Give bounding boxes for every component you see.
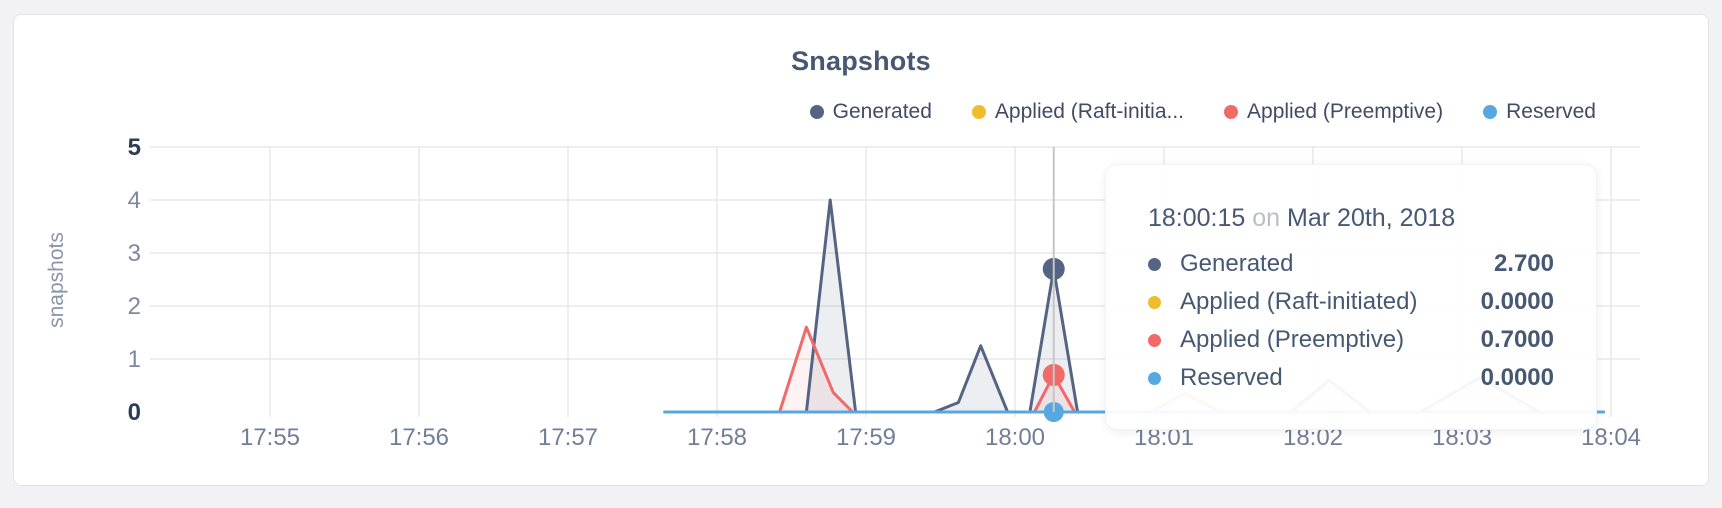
legend-dot bbox=[1483, 105, 1498, 119]
tooltip-date: Mar 20th, 2018 bbox=[1287, 204, 1456, 232]
y-tick-label-3: 3 bbox=[128, 240, 141, 267]
y-axis-ticks: 0 1 2 3 4 5 bbox=[128, 134, 141, 426]
tooltip-series-label: Applied (Preemptive) bbox=[1180, 326, 1405, 353]
legend-label: Applied (Preemptive) bbox=[1247, 100, 1444, 123]
tooltip-header: 18:00:15 on Mar 20th, 2018 bbox=[1148, 203, 1554, 245]
tooltip-series-label: Reserved bbox=[1180, 364, 1283, 391]
legend-dot bbox=[1224, 105, 1239, 119]
tooltip-time: 18:00:15 bbox=[1148, 204, 1246, 232]
tooltip-series-dot bbox=[1148, 257, 1161, 271]
x-tick-label-17:55: 17:55 bbox=[240, 424, 300, 451]
tooltip-row: Generated 2.700 bbox=[1148, 245, 1554, 283]
legend-label: Reserved bbox=[1506, 100, 1596, 123]
tooltip-series-dot bbox=[1148, 371, 1161, 385]
legend-label: Applied (Raft-initia... bbox=[994, 100, 1185, 123]
x-tick-label-17:57: 17:57 bbox=[538, 424, 598, 451]
y-tick-label-2: 2 bbox=[128, 293, 141, 320]
y-tick-label-5: 5 bbox=[128, 134, 141, 161]
chart-legend: Generated Applied (Raft-initia... Applied … bbox=[809, 100, 1596, 124]
x-tick-label-17:59: 17:59 bbox=[836, 424, 896, 451]
legend-item-applied-raft-initiated[interactable]: Applied (Raft-initia... bbox=[971, 100, 1185, 124]
legend-item-applied-preemptive[interactable]: Applied (Preemptive) bbox=[1224, 100, 1443, 124]
x-axis-ticks: 17:55 17:56 17:57 17:58 17:59 18:00 18:01 18:02… bbox=[240, 424, 1641, 451]
chart-title: Snapshots bbox=[791, 46, 931, 76]
legend-dot bbox=[809, 105, 824, 119]
y-axis-label: snapshots bbox=[45, 232, 68, 328]
tooltip-conjunction: on bbox=[1252, 204, 1281, 232]
tooltip-series-value: 0.7000 bbox=[1480, 326, 1554, 353]
tooltip-series-value: 0.0000 bbox=[1480, 288, 1554, 315]
legend-label: Generated bbox=[832, 100, 932, 123]
tooltip-series-dot bbox=[1148, 295, 1161, 309]
x-tick-label-17:56: 17:56 bbox=[389, 424, 449, 451]
tooltip-row: Applied (Raft-initiated) 0.0000 bbox=[1148, 283, 1554, 321]
y-tick-label-0: 0 bbox=[128, 399, 141, 426]
tooltip-row: Applied (Preemptive) 0.7000 bbox=[1148, 321, 1554, 359]
tooltip-rows: Generated 2.700 Applied (Raft-initiated) 0.… bbox=[1148, 245, 1554, 397]
hover-tooltip: 18:00:15 on Mar 20th, 2018 Generated 2.70… bbox=[1105, 164, 1597, 430]
legend-item-reserved[interactable]: Reserved bbox=[1483, 100, 1596, 124]
tooltip-row: Reserved 0.0000 bbox=[1148, 359, 1554, 397]
tooltip-series-value: 0.0000 bbox=[1480, 364, 1554, 391]
y-tick-label-1: 1 bbox=[128, 346, 141, 373]
legend-item-generated[interactable]: Generated bbox=[809, 100, 932, 124]
tooltip-series-value: 2.700 bbox=[1493, 250, 1554, 277]
tooltip-series-label: Applied (Raft-initiated) bbox=[1180, 288, 1418, 315]
x-tick-label-17:58: 17:58 bbox=[687, 424, 747, 451]
y-tick-label-4: 4 bbox=[128, 187, 141, 214]
x-tick-label-18:00: 18:00 bbox=[985, 424, 1045, 451]
x-tick-label-18:04: 18:04 bbox=[1581, 424, 1641, 451]
legend-dot bbox=[971, 105, 986, 119]
tooltip-series-dot bbox=[1148, 333, 1161, 347]
tooltip-series-label: Generated bbox=[1180, 250, 1294, 277]
